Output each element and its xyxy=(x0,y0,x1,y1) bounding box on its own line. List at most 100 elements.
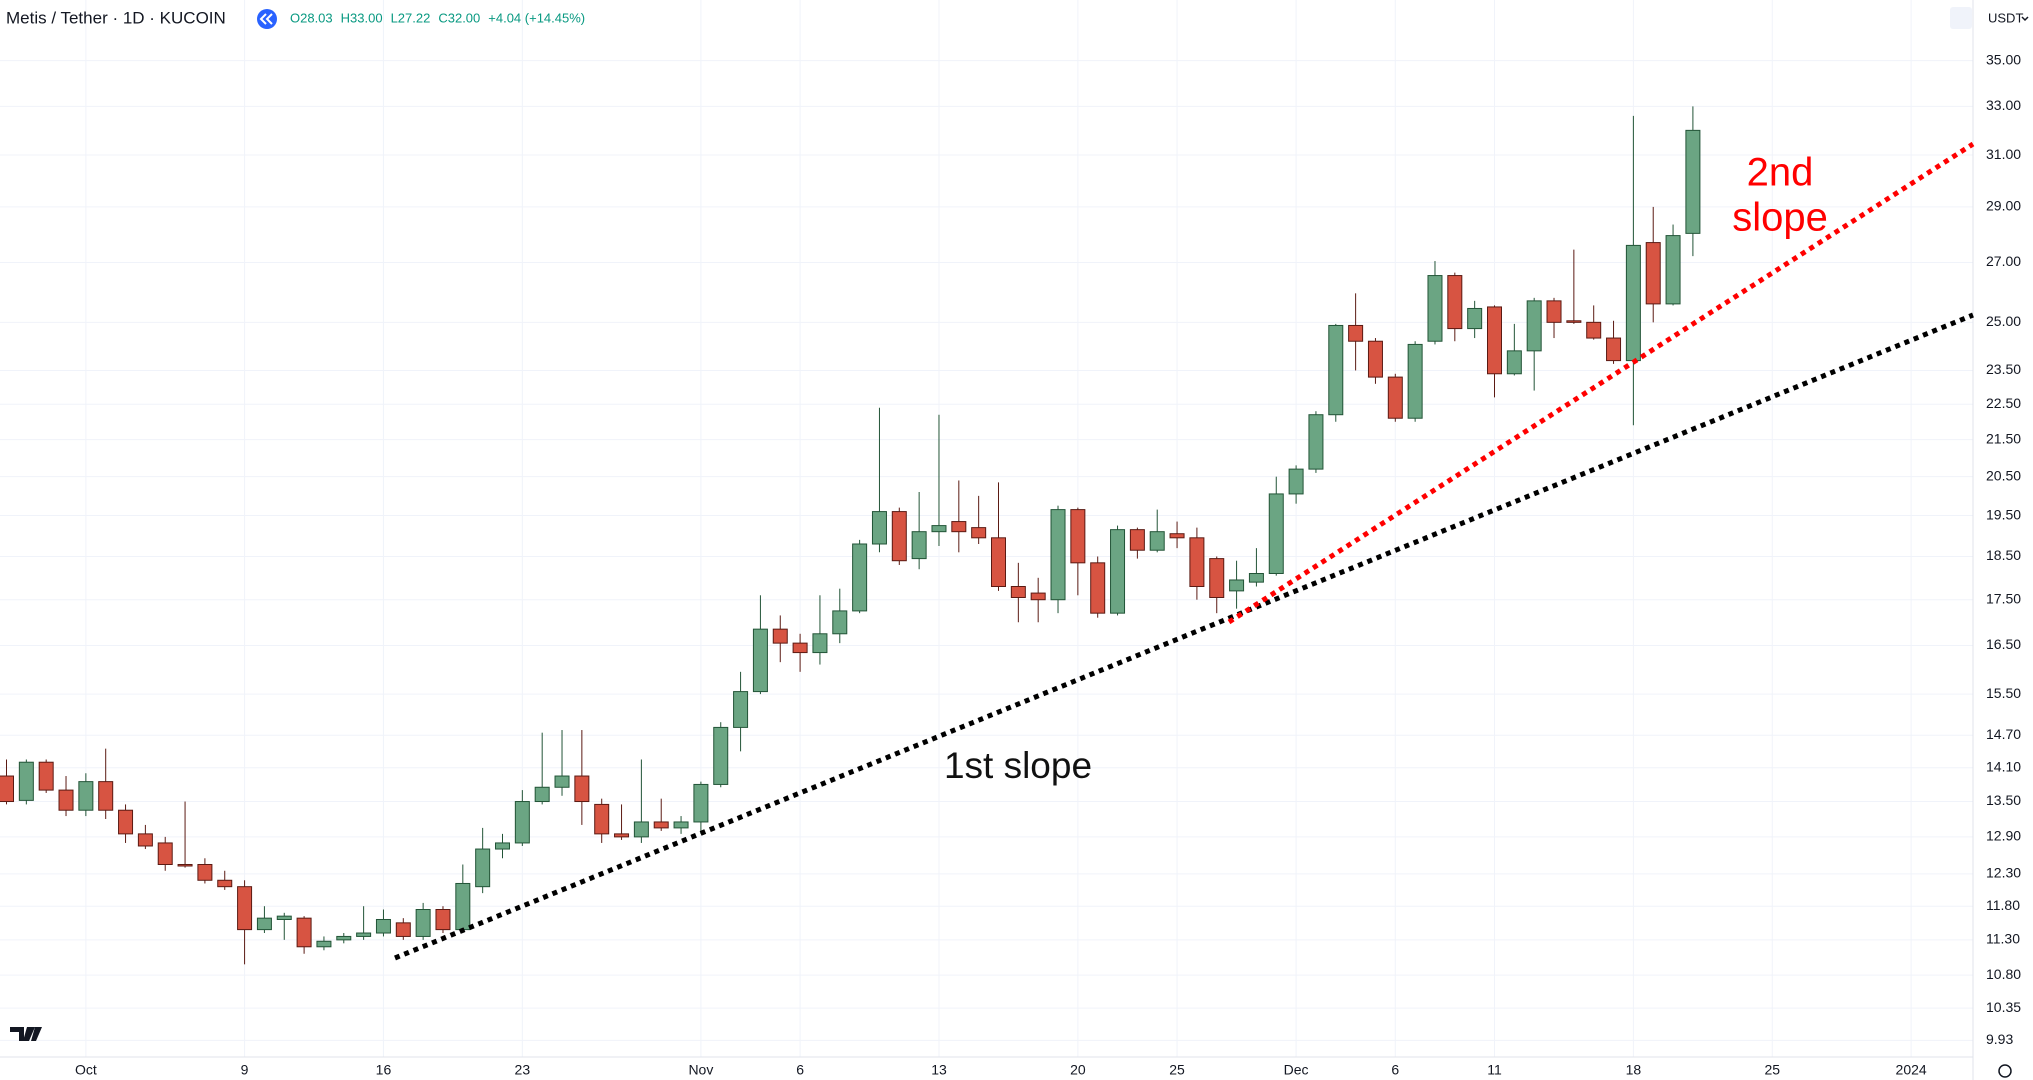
y-tick-label: 22.50 xyxy=(1986,395,2021,411)
candle-body xyxy=(1506,350,1522,375)
candle-body xyxy=(375,918,391,934)
candle-body xyxy=(256,917,272,931)
y-tick-label: 13.50 xyxy=(1986,792,2021,808)
annotation: slope xyxy=(1732,196,1828,240)
candle-body xyxy=(574,775,590,803)
y-tick-label: 19.50 xyxy=(1986,506,2021,522)
ohlc-legend: O28.03 H33.00 L27.22 C32.00 +4.04 (+14.45%) xyxy=(290,10,585,25)
y-tick-label: 14.10 xyxy=(1986,758,2021,774)
candle-body xyxy=(673,821,689,829)
logo xyxy=(10,1027,42,1041)
icon-button[interactable] xyxy=(1950,7,1972,29)
candle-body xyxy=(554,775,570,788)
x-tick-label: 23 xyxy=(515,1062,531,1078)
y-tick-label: 27.00 xyxy=(1986,253,2021,269)
candle-body xyxy=(534,786,550,803)
candle-body xyxy=(1685,129,1701,234)
currency[interactable]: USDT xyxy=(1988,10,2023,25)
candle-body xyxy=(991,537,1006,587)
candle-body xyxy=(455,882,471,931)
y-tick-label: 12.90 xyxy=(1986,828,2021,844)
y-tick-label: 12.30 xyxy=(1986,865,2021,881)
price-axis: 35.00 33.00 31.00 29.00 27.00 25.00 23.50 22.50… xyxy=(1986,51,2021,1047)
candle-body xyxy=(435,909,451,931)
candle-body xyxy=(911,531,927,560)
candle-body xyxy=(951,521,967,533)
candle-body xyxy=(931,525,947,533)
y-tick-label: 21.50 xyxy=(1986,430,2021,446)
y-tick-label: 11.30 xyxy=(1986,931,2020,947)
candle-body xyxy=(1288,468,1304,495)
candle-body xyxy=(1447,275,1463,330)
candle-body xyxy=(1010,585,1026,598)
candle-body xyxy=(514,801,530,844)
x-tick-label: 6 xyxy=(1391,1062,1399,1078)
ohlc-value: L27.22 xyxy=(391,10,431,25)
candle-body xyxy=(1625,244,1641,362)
candle-body xyxy=(177,863,193,867)
candle-body xyxy=(157,842,173,865)
candle-body xyxy=(812,633,828,654)
candle-body xyxy=(1209,558,1225,598)
y-tick-label: 9.93 xyxy=(1986,1031,2013,1047)
y-tick-label: 10.80 xyxy=(1986,966,2021,982)
candle-body xyxy=(237,886,253,931)
candle-body xyxy=(1169,533,1185,539)
candle-body xyxy=(1090,562,1106,614)
candle-body xyxy=(415,909,431,937)
x-tick-label: 6 xyxy=(796,1062,804,1078)
candle-body xyxy=(971,527,987,539)
settings-icon[interactable] xyxy=(1998,1064,2012,1078)
candle-body xyxy=(1427,275,1443,342)
y-tick-label: 10.35 xyxy=(1986,999,2021,1015)
candle-body xyxy=(98,781,114,811)
candle-body xyxy=(832,610,848,635)
x-tick-label: 18 xyxy=(1626,1062,1642,1078)
candle-body xyxy=(1110,529,1126,614)
candle-body xyxy=(336,935,352,941)
currency-chevron xyxy=(2021,16,2029,22)
candle-body xyxy=(1070,509,1086,564)
candle-body xyxy=(38,761,54,791)
candle-body xyxy=(1149,531,1165,551)
candle-body xyxy=(495,842,510,850)
candle-body xyxy=(197,863,213,881)
y-tick-label: 14.70 xyxy=(1986,726,2021,742)
y-tick-label: 29.00 xyxy=(1986,198,2021,214)
ohlc-value: +4.04 (+14.45%) xyxy=(488,10,585,25)
candle-body xyxy=(1526,300,1542,352)
y-tick-label: 11.80 xyxy=(1986,897,2020,913)
candle-body xyxy=(475,848,491,888)
candle-body xyxy=(1129,529,1145,551)
candle-body xyxy=(58,789,74,811)
candle-body xyxy=(1367,340,1383,378)
candle-body xyxy=(18,761,34,801)
x-tick-label: 16 xyxy=(376,1062,392,1078)
candle-body xyxy=(713,726,729,785)
replay-arrows xyxy=(259,13,273,25)
candle-body xyxy=(316,940,332,948)
y-tick-label: 15.50 xyxy=(1986,685,2021,701)
x-tick-label: 13 xyxy=(931,1062,947,1078)
symbol-title[interactable]: Metis / Tether · 1D · KUCOIN xyxy=(6,8,226,27)
candle-body xyxy=(852,543,868,612)
candle-body xyxy=(1328,324,1344,416)
candle-body xyxy=(1387,376,1403,419)
candle-body xyxy=(792,642,808,654)
trendline-1 xyxy=(394,312,1974,961)
candle-body xyxy=(614,833,630,838)
x-tick-label: 9 xyxy=(241,1062,249,1078)
trendline-2 xyxy=(1227,141,1975,625)
candle-body xyxy=(1467,307,1483,330)
candle-body xyxy=(1248,572,1264,583)
x-tick-label: 25 xyxy=(1169,1062,1185,1078)
y-tick-label: 17.50 xyxy=(1986,590,2021,606)
candle-body xyxy=(693,783,709,823)
y-tick-label: 20.50 xyxy=(1986,467,2021,483)
candle-body xyxy=(1050,509,1066,601)
x-tick-label: 2024 xyxy=(1896,1062,1927,1078)
candle-body xyxy=(1268,493,1284,574)
y-tick-label: 33.00 xyxy=(1986,97,2021,113)
ohlc-value: O28.03 xyxy=(290,10,333,25)
